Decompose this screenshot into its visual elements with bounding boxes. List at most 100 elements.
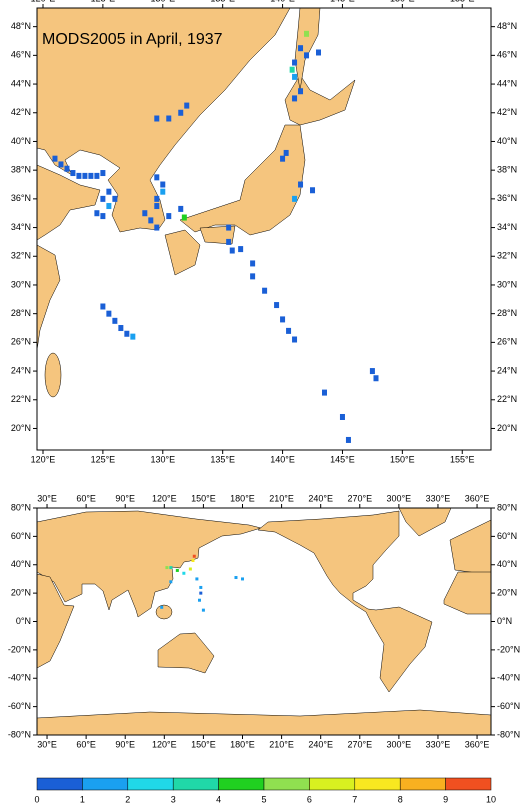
x-tick-label: 145°E — [330, 454, 355, 464]
colorbar-swatch — [399, 777, 446, 791]
data-cell — [160, 605, 164, 609]
x-tick-label: 150°E — [390, 454, 415, 464]
y-tick-label: 30°N — [497, 279, 517, 289]
data-cell — [154, 174, 160, 181]
y-tick-label: 80°N — [497, 502, 517, 512]
data-cell — [106, 310, 112, 317]
y-tick-label: 0°N — [497, 616, 512, 626]
colorbar-swatch — [82, 777, 129, 791]
x-tick-label: 360°E — [465, 739, 490, 749]
data-cell — [199, 591, 203, 595]
colorbar-swatch — [445, 777, 492, 791]
data-cell — [199, 585, 203, 589]
x-tick-label: 330°E — [426, 493, 451, 503]
colorbar-label: 3 — [171, 794, 176, 804]
y-tick-label: 24°N — [497, 365, 517, 375]
data-cell — [304, 52, 310, 59]
y-tick-label: 48°N — [497, 21, 517, 31]
x-tick-label: 130°E — [150, 454, 175, 464]
x-tick-label: 330°E — [426, 739, 451, 749]
y-tick-label: -20°N — [8, 644, 31, 654]
y-tick-label: 38°N — [11, 165, 31, 175]
x-tick-label: 135°E — [210, 0, 235, 3]
colorbar-label: 7 — [352, 794, 357, 804]
data-cell — [283, 149, 289, 156]
data-cell — [100, 213, 106, 220]
x-tick-label: 210°E — [269, 739, 294, 749]
data-cell — [321, 389, 327, 396]
y-tick-label: 0°N — [16, 616, 31, 626]
data-cell — [82, 172, 88, 179]
data-cell — [124, 330, 130, 337]
data-cell — [64, 165, 70, 172]
title-bg — [40, 26, 240, 54]
data-cell — [142, 210, 148, 217]
y-tick-label: 26°N — [497, 337, 517, 347]
x-tick-label: 30°E — [37, 739, 57, 749]
x-tick-label: 90°E — [115, 739, 135, 749]
y-tick-label: 20°N — [11, 588, 31, 598]
data-cell — [289, 66, 295, 73]
y-tick-label: 48°N — [11, 21, 31, 31]
data-cell — [175, 568, 179, 572]
y-tick-label: 34°N — [11, 222, 31, 232]
y-tick-label: -60°N — [497, 701, 520, 711]
data-cell — [292, 95, 298, 102]
x-tick-label: 120°E — [31, 0, 56, 3]
data-cell — [280, 316, 286, 323]
data-cell — [345, 436, 351, 443]
x-tick-label: 140°E — [270, 0, 295, 3]
x-tick-label: 180°E — [230, 739, 255, 749]
y-tick-label: 40°N — [497, 136, 517, 146]
x-tick-label: 135°E — [210, 454, 235, 464]
data-cell — [339, 413, 345, 420]
y-tick-label: 44°N — [11, 78, 31, 88]
colorbar-label: 9 — [443, 794, 448, 804]
data-cell — [240, 577, 244, 581]
y-tick-label: 80°N — [11, 502, 31, 512]
y-tick-label: 36°N — [11, 193, 31, 203]
x-tick-label: 300°E — [387, 739, 412, 749]
x-tick-label: 60°E — [76, 739, 96, 749]
x-tick-label: 210°E — [269, 493, 294, 503]
data-cell — [292, 59, 298, 66]
y-tick-label: 40°N — [497, 559, 517, 569]
data-cell — [298, 88, 304, 95]
colorbar-swatch — [172, 777, 219, 791]
x-tick-label: 155°E — [450, 454, 475, 464]
colorbar-label: 1 — [80, 794, 85, 804]
x-tick-label: 130°E — [150, 0, 175, 3]
x-tick-label: 240°E — [308, 493, 333, 503]
y-tick-label: -60°N — [8, 701, 31, 711]
data-cell — [234, 576, 238, 580]
data-cell — [316, 49, 322, 56]
data-cell — [298, 181, 304, 188]
data-cell — [165, 566, 169, 570]
data-cell — [169, 580, 173, 584]
y-tick-label: 60°N — [497, 531, 517, 541]
y-tick-label: 42°N — [497, 107, 517, 117]
data-cell — [182, 571, 186, 575]
colorbar-label: 6 — [307, 794, 312, 804]
y-tick-label: 46°N — [11, 50, 31, 60]
data-cell — [191, 558, 195, 562]
x-tick-label: 60°E — [76, 493, 96, 503]
data-cell — [188, 567, 192, 571]
data-cell — [274, 302, 280, 309]
data-cell — [70, 170, 76, 177]
y-tick-label: 20°N — [497, 588, 517, 598]
colorbar-swatch — [36, 777, 83, 791]
data-cell — [118, 325, 124, 332]
data-cell — [229, 247, 235, 254]
y-tick-label: 26°N — [11, 337, 31, 347]
y-tick-label: 24°N — [11, 365, 31, 375]
data-cell — [88, 172, 94, 179]
x-tick-label: 145°E — [330, 0, 355, 3]
data-cell — [130, 333, 136, 340]
x-tick-label: 150°E — [191, 493, 216, 503]
y-tick-label: -80°N — [8, 729, 31, 739]
colorbar-label: 8 — [398, 794, 403, 804]
data-cell — [160, 181, 166, 188]
data-cell — [262, 287, 268, 294]
